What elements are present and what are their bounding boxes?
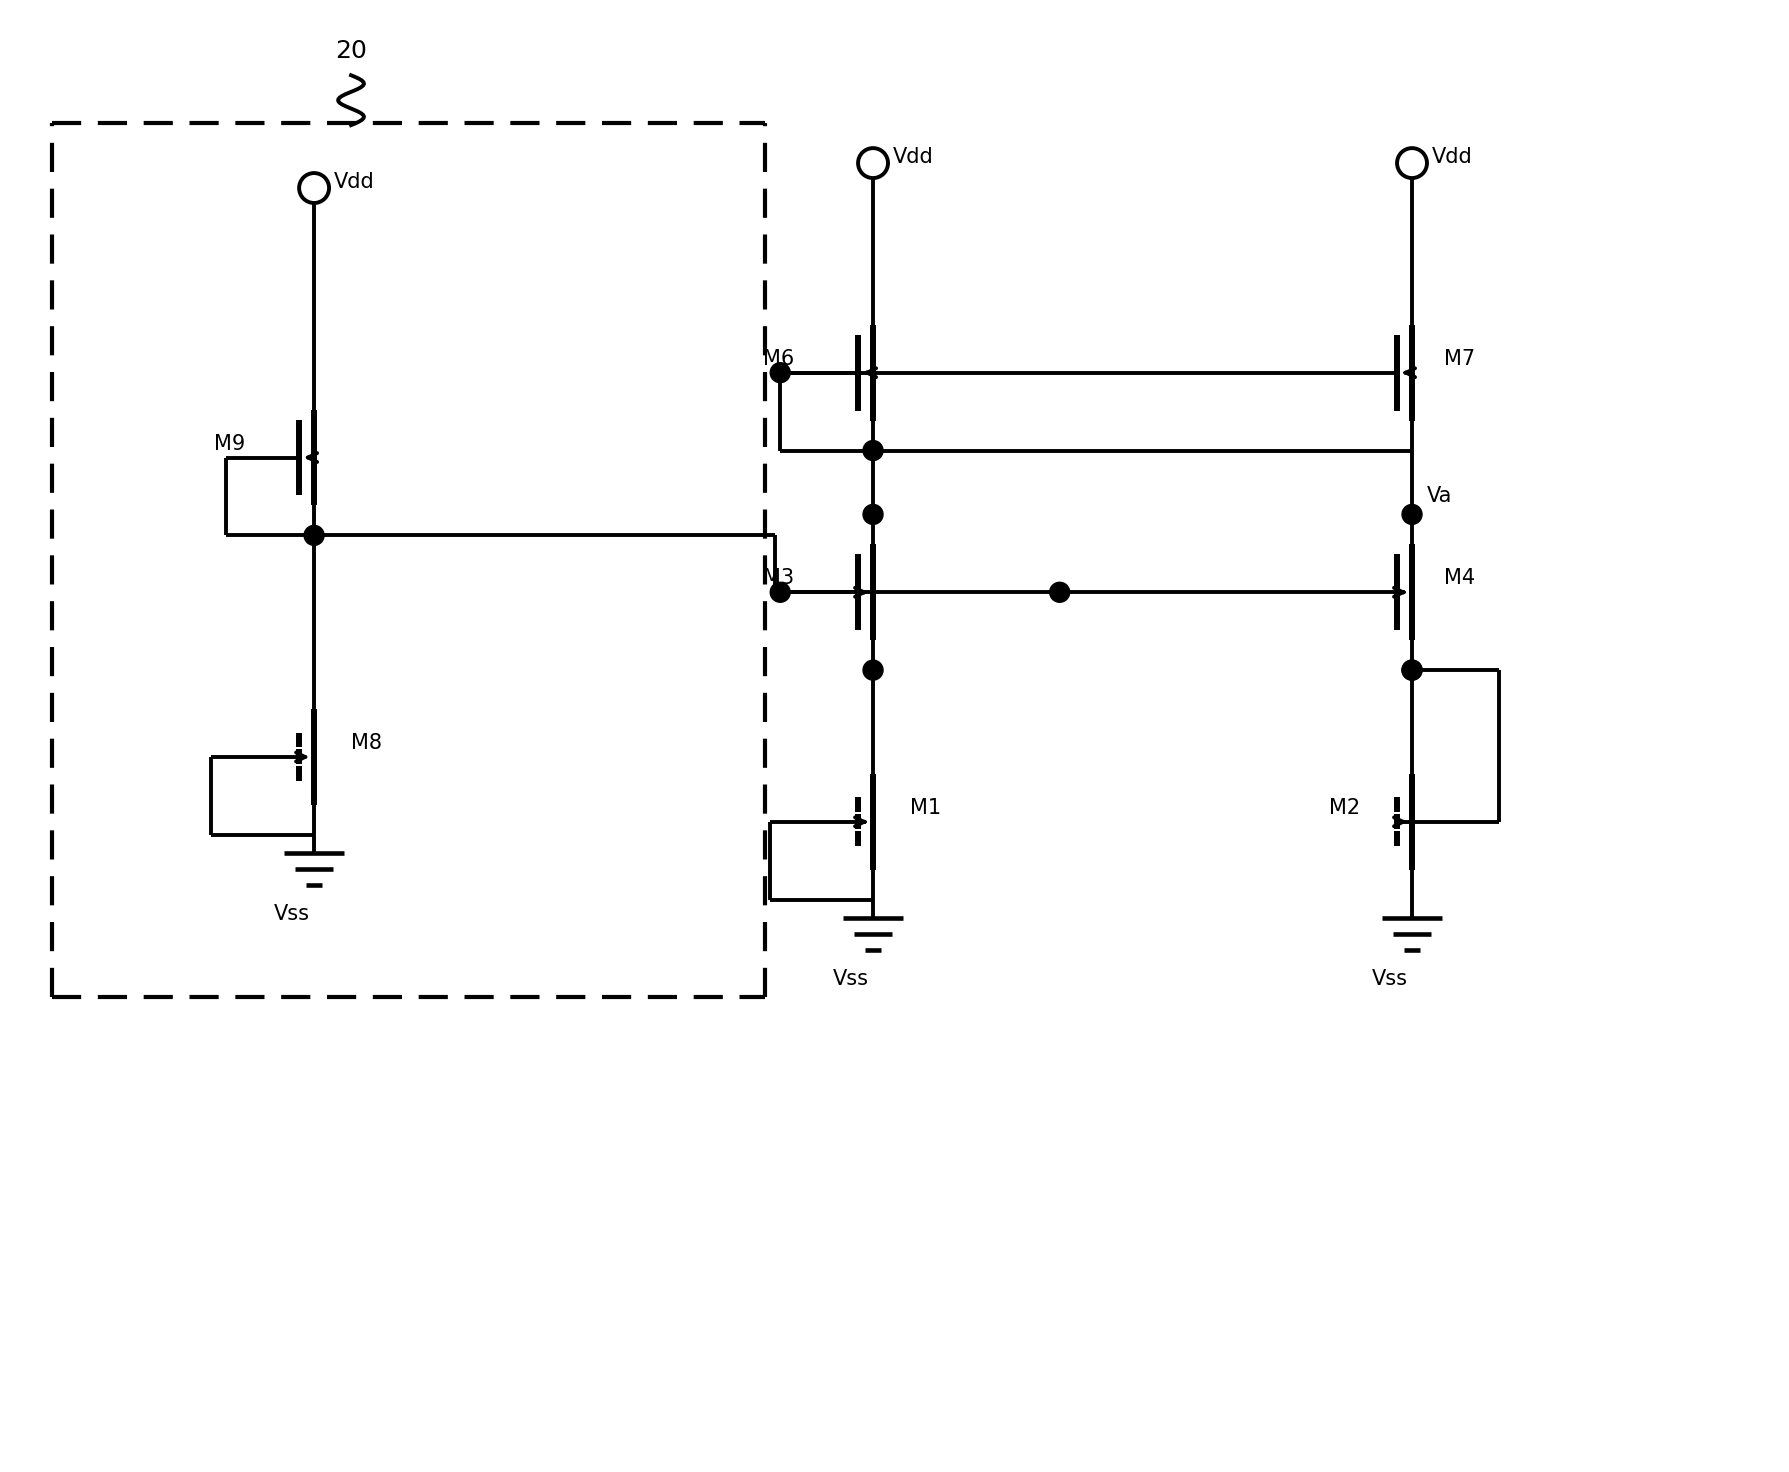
Text: M4: M4 — [1444, 568, 1476, 589]
Circle shape — [862, 659, 884, 680]
Text: Va: Va — [1428, 486, 1453, 506]
Text: M8: M8 — [351, 733, 383, 754]
Text: 20: 20 — [335, 40, 367, 63]
Text: M9: M9 — [215, 434, 245, 453]
Text: Vss: Vss — [1372, 969, 1408, 989]
Text: Vdd: Vdd — [1431, 147, 1472, 168]
Text: Vss: Vss — [274, 904, 309, 923]
Circle shape — [1050, 583, 1070, 602]
Circle shape — [862, 440, 884, 461]
Text: M1: M1 — [911, 798, 941, 818]
Text: Vss: Vss — [834, 969, 869, 989]
Text: M7: M7 — [1444, 349, 1476, 368]
Text: M3: M3 — [764, 568, 794, 589]
Circle shape — [304, 526, 324, 545]
Circle shape — [1403, 659, 1422, 680]
Circle shape — [771, 362, 791, 383]
Circle shape — [1403, 659, 1422, 680]
Text: M2: M2 — [1329, 798, 1360, 818]
Text: Vdd: Vdd — [893, 147, 934, 168]
Text: M6: M6 — [764, 349, 794, 368]
Text: Vdd: Vdd — [335, 172, 376, 191]
Circle shape — [771, 583, 791, 602]
Circle shape — [1403, 505, 1422, 524]
Circle shape — [862, 505, 884, 524]
